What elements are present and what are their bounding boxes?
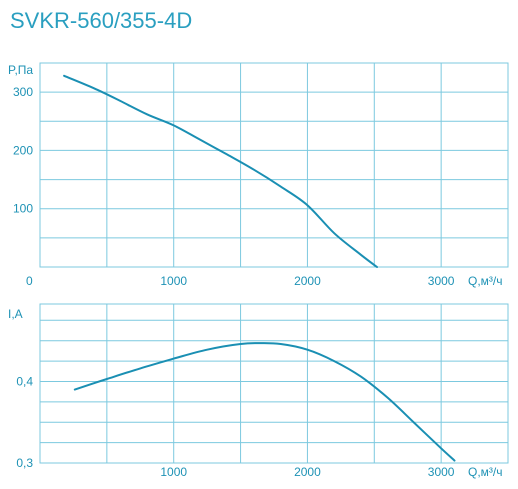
y-tick-label-1-100: 100 [13,202,33,216]
series-line-1-1 [63,74,378,268]
y-axis-label-1: P,Па [8,63,33,77]
y-tick-label-1-200: 200 [13,143,33,157]
y-tick-label-1-300: 300 [13,85,33,99]
x-tick-label-1-1000: 1000 [160,274,187,288]
x-tick-label-1-0: 0 [26,274,33,288]
x-tick-label-2-3000: 3000 [428,465,455,479]
y-tick-label-2-0,3: 0,3 [16,456,33,470]
chart-title: SVKR-560/355-4D [10,8,192,33]
y-tick-label-2-0,4: 0,4 [16,374,33,388]
x-tick-label-1-2000: 2000 [294,274,321,288]
plot-frame-1 [39,62,509,268]
x-axis-label-1: Q,м³/ч [468,274,503,288]
x-tick-label-1-3000: 3000 [428,274,455,288]
x-tick-label-2-2000: 2000 [294,465,321,479]
x-axis-label-2: Q,м³/ч [468,465,503,479]
y-axis-label-2: I,A [8,307,23,321]
plot-frame-2 [39,303,509,464]
series-line-2-1 [73,342,456,462]
x-tick-label-2-1000: 1000 [160,465,187,479]
